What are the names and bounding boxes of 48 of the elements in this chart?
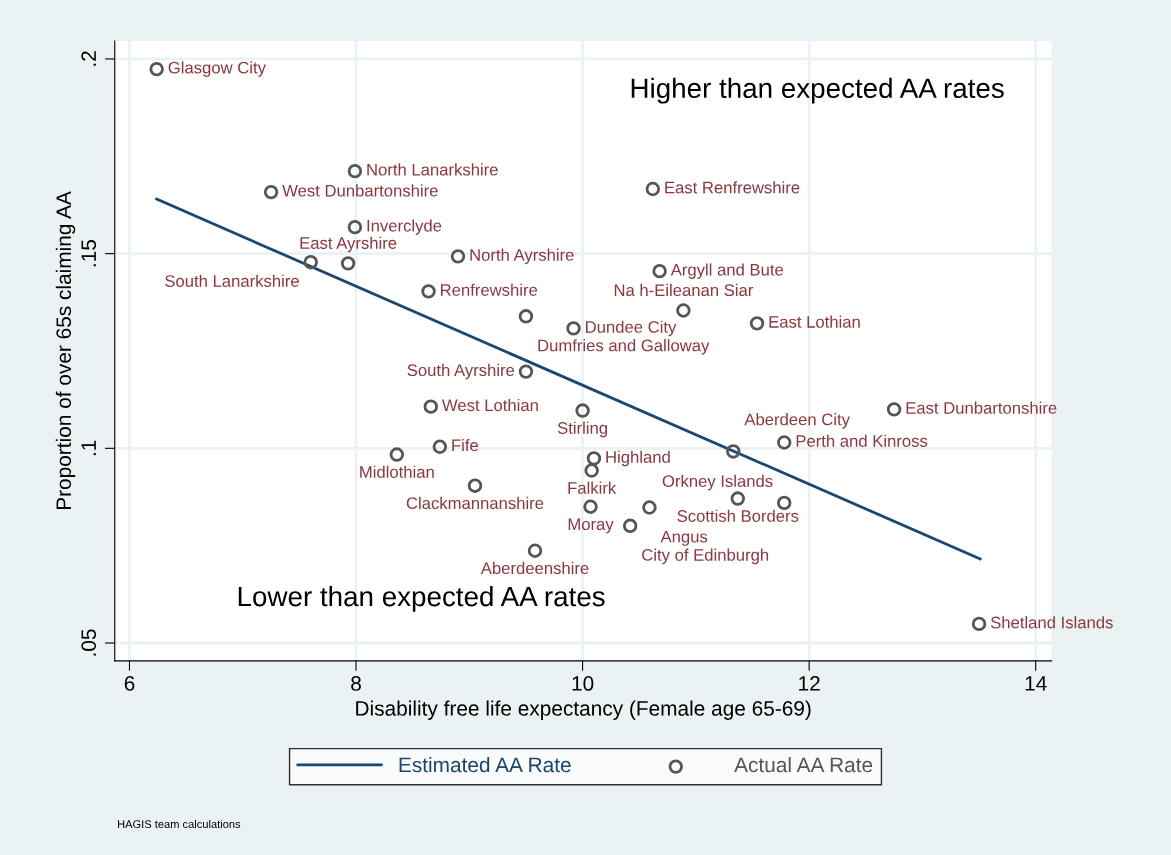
annotation: Angus: [660, 530, 708, 546]
annotation: Inverclyde: [367, 219, 442, 235]
annotation: South Ayrshire: [407, 363, 515, 380]
y-tick-label: .2: [81, 51, 96, 66]
annotation: West Lothian: [441, 398, 538, 412]
text: HAGIS team calculations: [118, 819, 241, 829]
annotation: Renfrewshire: [441, 283, 538, 296]
annotation: Dumfries and Galloway: [538, 339, 710, 355]
x-tick-label: 8: [351, 676, 361, 691]
annotation: East Ayrshire: [300, 236, 397, 253]
annotation: North Lanarkshire: [367, 163, 498, 176]
annotation: West Dunbartonshire: [282, 184, 438, 197]
text: Actual AA Rate: [734, 756, 873, 773]
y-tick-label: .1: [81, 440, 96, 456]
annotation: Perth and Kinross: [796, 434, 928, 447]
annotation: Aberdeen City: [744, 413, 850, 429]
annotation: South Lanarkshire: [165, 274, 299, 287]
annotation: Fife: [452, 438, 479, 452]
x-tick-label: 10: [572, 676, 594, 691]
annotation: Lower than expected AA rates: [238, 585, 605, 612]
annotation: Moray: [568, 518, 614, 534]
annotation: Higher than expected AA rates: [631, 77, 1004, 104]
annotation: Orkney Islands: [662, 474, 773, 491]
x-tick-label: 6: [124, 676, 135, 691]
y-tick-label: .05: [81, 629, 97, 656]
annotation: Na h-Eileanan Siar: [614, 283, 754, 297]
annotation: Scottish Borders: [677, 509, 799, 522]
y-tick-label: .15: [81, 240, 97, 267]
x-axis-title: Disability free life expectancy (Female age 65-69): [356, 700, 811, 720]
annotation: Dundee City: [586, 320, 677, 337]
annotation: Clackmannanshire: [406, 496, 544, 510]
x-tick-label: 12: [799, 676, 820, 691]
annotation: North Ayrshire: [470, 248, 574, 265]
annotation: East Renfrewshire: [665, 181, 800, 194]
annotation: Aberdeenshire: [480, 561, 589, 575]
x-tick-label: 14: [1025, 676, 1047, 691]
annotation: Stirling: [557, 421, 607, 438]
annotation: Falkirk: [568, 481, 617, 494]
annotation: East Dunbartonshire: [906, 401, 1057, 414]
annotation: Glasgow City: [168, 61, 266, 77]
annotation: Shetland Islands: [990, 616, 1113, 629]
annotation: East Lothian: [769, 315, 860, 328]
y-axis-title: Proportion of over 65s claiming AA: [55, 191, 76, 510]
annotation: Argyll and Bute: [670, 263, 784, 279]
legend-label: Estimated AA Rate: [399, 756, 571, 773]
annotation: City of Edinburgh: [642, 548, 769, 565]
annotation: Midlothian: [360, 465, 434, 478]
annotation: Highland: [606, 450, 670, 467]
